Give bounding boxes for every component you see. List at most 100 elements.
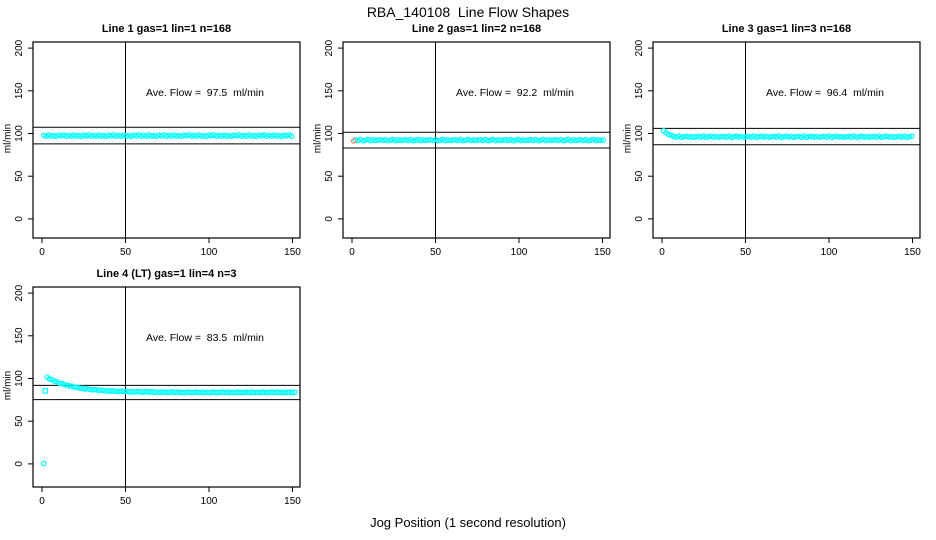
data-point [174,389,181,395]
data-point [868,133,875,140]
plot-box [32,286,301,488]
data-point [149,388,156,395]
data-point [282,389,288,396]
data-point [208,133,215,139]
data-point [272,389,278,396]
data-point [395,137,401,143]
data-point [695,133,702,140]
data-point [223,133,230,139]
y-tick-label: 100 [324,125,335,142]
data-point [113,133,120,140]
data-point [279,389,286,396]
data-point [828,134,835,141]
y-tick-label: 0 [14,216,25,222]
data-point [63,133,70,140]
data-point [450,137,456,143]
data-point [138,133,145,140]
data-point [688,133,695,140]
data-point [856,133,862,140]
data-point [104,387,110,394]
data-point [123,133,130,139]
data-point [269,389,276,395]
data-point [460,137,466,144]
data-point [50,132,57,139]
panel-1-ave-flow-annotation: Ave. Flow = 97.5 ml/min [146,87,264,99]
data-point [164,389,171,396]
data-point [166,389,173,395]
data-point [166,132,172,139]
data-point [176,389,183,396]
data-point [241,132,247,139]
data-point [761,134,767,140]
data-point [525,137,531,143]
data-point [222,389,228,396]
data-point [908,133,915,139]
data-point [886,134,892,140]
special-data-point [350,138,357,144]
x-tick-label: 0 [659,247,665,258]
y-tick-label: 200 [14,284,25,301]
data-point [212,389,218,396]
data-point [888,133,895,140]
data-point [148,133,155,139]
data-point [66,382,73,389]
data-point [98,133,105,139]
data-point [288,133,295,140]
data-point [445,137,451,143]
data-point [91,386,98,393]
data-point [705,133,712,140]
data-point [58,133,65,139]
data-point [520,137,526,143]
data-point [131,132,137,139]
data-point [151,389,158,396]
data-point [542,137,549,144]
data-point [796,133,802,140]
data-point [133,133,140,139]
data-point [199,389,206,395]
data-point [238,133,245,140]
figure-title: RBA_140108 Line Flow Shapes [366,4,570,20]
data-point [362,137,369,143]
data-point [512,137,519,143]
data-point [183,133,190,139]
data-point [462,137,469,143]
data-point [247,389,253,396]
x-tick-label: 50 [120,496,132,507]
data-point [841,134,847,141]
data-point [227,389,233,396]
y-tick-label: 0 [324,216,335,222]
data-point [713,133,720,140]
data-point [83,133,90,139]
x-tick-label: 0 [39,496,45,507]
data-point [878,134,885,141]
data-point [262,389,268,396]
data-point [144,388,151,395]
data-point [477,137,484,143]
x-tick-label: 150 [904,247,921,258]
y-tick-label: 100 [14,125,25,142]
x-tick-label: 0 [39,247,45,258]
data-point [159,389,166,395]
data-point [124,388,130,395]
data-point [89,387,95,393]
x-tick-label: 100 [821,247,838,258]
data-point [495,137,501,143]
data-point [836,134,842,140]
x-tick-label: 150 [594,247,611,258]
special-data-point [42,388,49,394]
panel-2-title: Line 2 gas=1 lin=2 n=168 [411,23,542,35]
data-point [577,137,584,143]
panel-1-title: Line 1 gas=1 lin=1 n=168 [101,23,232,35]
data-point [259,389,266,395]
data-point [598,137,604,144]
data-point [861,134,867,140]
data-point [858,133,865,139]
data-point [244,389,251,395]
data-point [202,389,208,396]
data-point [567,137,574,144]
panel-3-title: Line 3 gas=1 lin=3 n=168 [721,23,852,35]
data-point [173,133,180,139]
data-point [392,137,399,144]
data-point [258,133,265,139]
